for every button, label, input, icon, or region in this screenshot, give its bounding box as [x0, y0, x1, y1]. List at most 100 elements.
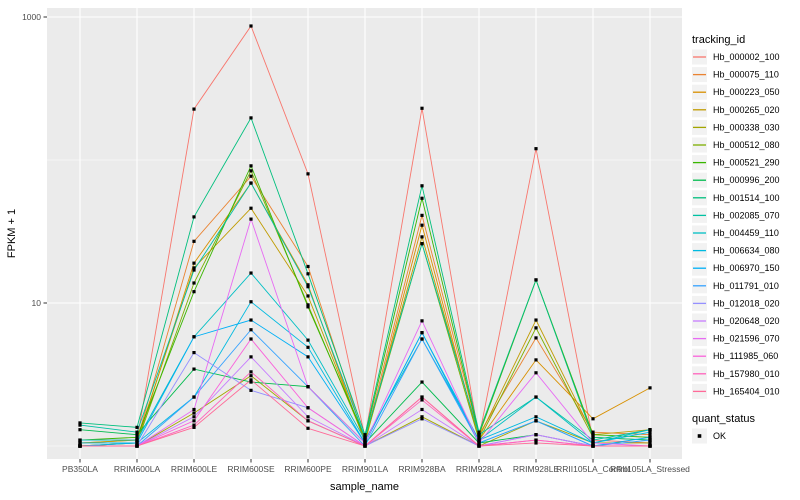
legend-label: Hb_006970_150	[713, 263, 780, 273]
data-point	[249, 271, 253, 275]
data-point	[420, 242, 424, 246]
data-point	[135, 438, 139, 442]
legend-label: Hb_012018_020	[713, 298, 780, 308]
legend-label: Hb_004459_110	[713, 228, 779, 238]
data-point	[306, 345, 310, 349]
data-point	[648, 433, 652, 437]
data-point	[363, 441, 367, 445]
data-point	[420, 398, 424, 402]
data-point	[477, 441, 481, 445]
data-point	[420, 223, 424, 227]
data-point	[306, 283, 310, 287]
data-point	[306, 294, 310, 298]
data-point	[249, 337, 253, 341]
data-point	[249, 24, 253, 28]
data-point	[648, 435, 652, 439]
data-point	[192, 268, 196, 272]
x-axis-title: sample_name	[330, 481, 399, 493]
data-point	[78, 441, 82, 445]
data-point	[78, 438, 82, 442]
data-point	[192, 335, 196, 339]
legend-label: Hb_002085_070	[713, 210, 780, 220]
data-point	[249, 206, 253, 210]
data-point	[477, 430, 481, 434]
data-point	[249, 217, 253, 221]
legend-label: Hb_011791_010	[713, 281, 779, 291]
data-point	[648, 438, 652, 442]
data-point	[192, 411, 196, 415]
legend-key-point	[697, 434, 702, 438]
data-point	[249, 388, 253, 392]
data-point	[192, 239, 196, 243]
data-point	[420, 106, 424, 110]
data-point	[306, 264, 310, 269]
x-tick-label: PB350LA	[62, 464, 98, 474]
legend-label: Hb_000521_290	[713, 158, 780, 168]
data-point	[249, 300, 253, 304]
data-point	[249, 355, 253, 359]
data-point	[192, 107, 196, 111]
x-tick-label: RRIM600SE	[227, 464, 275, 474]
data-point	[192, 266, 196, 270]
data-point	[648, 441, 652, 445]
data-point	[420, 319, 424, 323]
data-point	[192, 281, 196, 285]
data-point	[192, 407, 196, 412]
data-point	[306, 426, 310, 430]
data-point	[249, 116, 253, 120]
legend-label: Hb_165404_010	[713, 386, 780, 396]
x-tick-label: RRIM600LE	[171, 464, 218, 474]
data-point	[534, 415, 538, 419]
data-point	[363, 435, 367, 439]
data-point	[534, 395, 538, 399]
data-point	[534, 326, 538, 330]
x-tick-label: RRIM901LA	[342, 464, 389, 474]
legend-title-quant-status: quant_status	[692, 413, 755, 425]
data-point	[534, 441, 538, 445]
data-point	[306, 355, 310, 359]
data-point	[420, 337, 424, 341]
x-tick-label: RRIM600PE	[284, 464, 332, 474]
data-point	[249, 169, 253, 173]
data-point	[420, 417, 424, 421]
data-point	[249, 328, 253, 332]
data-point	[591, 430, 595, 434]
x-tick-label: RRIM928BA	[398, 464, 446, 474]
data-point	[591, 417, 595, 421]
x-tick-label: RRIM928LE	[513, 464, 560, 474]
data-point	[534, 433, 538, 437]
data-point	[420, 380, 424, 384]
data-point	[192, 419, 196, 423]
data-point	[420, 407, 424, 412]
data-point	[420, 331, 424, 335]
data-point	[534, 358, 538, 362]
data-point	[534, 371, 538, 375]
data-point	[192, 415, 196, 419]
legend-title-tracking-id: tracking_id	[692, 34, 745, 46]
data-point	[249, 174, 253, 178]
data-point	[249, 370, 253, 374]
data-point	[192, 367, 196, 371]
data-point	[78, 428, 82, 432]
legend-label: Hb_000223_050	[713, 87, 780, 97]
data-point	[306, 338, 310, 342]
legend-label: Hb_000002_100	[713, 52, 780, 62]
x-tick-label: RRII105LA_Stressed	[610, 464, 690, 474]
data-point	[591, 438, 595, 442]
data-point	[306, 406, 310, 410]
data-point	[192, 290, 196, 294]
data-point	[306, 303, 310, 307]
data-point	[420, 213, 424, 217]
data-point	[249, 374, 253, 378]
legend-label: Hb_111985_060	[713, 351, 778, 361]
data-point	[363, 438, 367, 442]
data-point	[78, 423, 82, 427]
data-point	[534, 147, 538, 151]
data-point	[363, 433, 367, 437]
legend-label: Hb_000265_020	[713, 105, 780, 115]
x-tick-label: RRIM928LA	[456, 464, 503, 474]
y-tick-label: 10	[32, 298, 42, 308]
data-point	[477, 438, 481, 442]
data-point	[648, 386, 652, 390]
